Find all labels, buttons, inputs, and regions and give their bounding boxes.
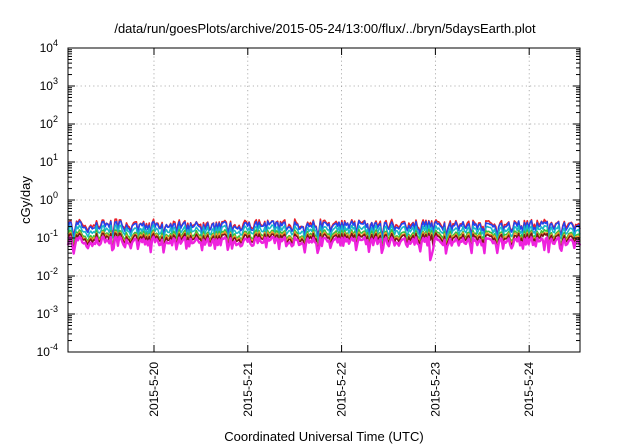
y-tick-label: 10-2 [37, 266, 58, 283]
y-tick-label: 103 [40, 76, 58, 93]
series-line-2 [67, 219, 581, 239]
series-line-4 [67, 228, 581, 248]
y-tick-label: 10-1 [37, 228, 58, 245]
series-layer [66, 218, 582, 262]
y-tick-label: 101 [40, 152, 58, 169]
series-line-5 [67, 230, 581, 250]
x-axis-title: Coordinated Universal Time (UTC) [224, 429, 423, 444]
y-tick-label: 104 [40, 38, 58, 55]
x-tick-labels: 2015-5-20 2015-5-21 2015-5-22 2015-5-23 2015… [147, 362, 536, 417]
series-line-3 [67, 224, 581, 244]
series-line-7 [66, 235, 582, 262]
y-tick-label: 100 [40, 190, 58, 207]
x-tick-label: 2015-5-23 [428, 362, 442, 417]
x-tick-label: 2015-5-20 [147, 362, 161, 417]
x-tick-label: 2015-5-21 [241, 362, 255, 417]
y-tick-label: 10-3 [37, 304, 58, 321]
axis-ticks [68, 47, 580, 353]
x-tick-label: 2015-5-22 [335, 362, 349, 417]
series-line-6 [67, 232, 581, 251]
y-tick-label: 102 [40, 114, 58, 131]
y-tick-label: 10-4 [37, 342, 58, 359]
grid-lines [68, 48, 580, 352]
y-axis-title: cGy/day [18, 176, 33, 224]
chart-title: /data/run/goesPlots/archive/2015-05-24/1… [114, 21, 536, 36]
series-line-1 [67, 218, 581, 238]
y-tick-labels: 10-4 10-3 10-2 10-1 100 101 102 103 104 [37, 38, 58, 359]
x-tick-label: 2015-5-24 [522, 362, 536, 417]
